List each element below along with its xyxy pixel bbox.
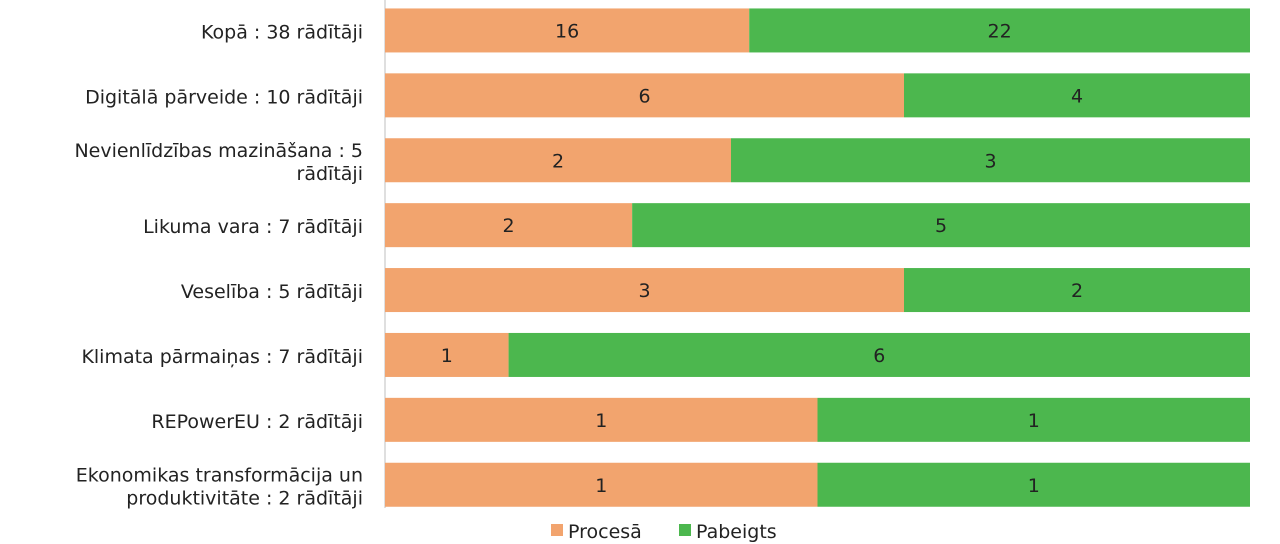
legend: Procesā Pabeigts — [551, 521, 777, 543]
bar-segment — [904, 268, 1250, 313]
data-label: 2 — [552, 150, 564, 172]
bar-segment — [385, 138, 731, 183]
category-label: Veselība : 5 rādītāji — [181, 281, 363, 303]
data-label: 16 — [555, 20, 579, 42]
bar-segment — [508, 332, 1250, 377]
category-label: Nevienlīdzības mazināšana : 5 rādītāji — [74, 140, 363, 185]
bar-segment — [385, 397, 818, 442]
data-label: 5 — [935, 215, 947, 237]
data-label: 1 — [595, 475, 607, 497]
category-labels-layer: Kopā : 38 rādītāji Digitālā pārveide : 10… — [74, 21, 363, 509]
bar-segment — [385, 268, 904, 313]
category-label: Kopā : 38 rādītāji — [201, 21, 363, 43]
data-label: 4 — [1071, 85, 1083, 107]
legend-swatch — [679, 524, 691, 536]
bar-segment — [385, 73, 904, 118]
data-label: 22 — [988, 20, 1012, 42]
bar-segment — [385, 203, 633, 248]
data-label: 1 — [441, 345, 453, 367]
data-label: 3 — [638, 280, 650, 302]
data-label: 1 — [1028, 475, 1040, 497]
bar-segment — [632, 203, 1250, 248]
data-label: 2 — [503, 215, 515, 237]
data-label: 2 — [1071, 280, 1083, 302]
category-label: Likuma vara : 7 rādītāji — [143, 216, 363, 238]
data-label: 1 — [1028, 410, 1040, 432]
data-label: 6 — [638, 85, 650, 107]
data-label: 3 — [984, 150, 996, 172]
bar-segment — [817, 397, 1250, 442]
bar-segment — [385, 462, 818, 507]
bar-segment — [749, 8, 1250, 53]
bars-layer: 16 226 42 32 53 21 61 11 1 — [385, 8, 1250, 507]
legend-label: Pabeigts — [696, 521, 777, 543]
data-label: 6 — [873, 345, 885, 367]
bar-segment — [731, 138, 1250, 183]
category-label: Digitālā pārveide : 10 rādītāji — [85, 86, 363, 108]
bar-segment — [904, 73, 1250, 118]
bar-segment — [385, 8, 750, 53]
data-label: 1 — [595, 410, 607, 432]
legend-swatch — [551, 524, 563, 536]
category-label: Ekonomikas transformācija un produktivitā… — [76, 464, 363, 509]
bar-segment — [817, 462, 1250, 507]
category-label: Klimata pārmaiņas : 7 rādītāji — [81, 346, 363, 368]
bar-segment — [385, 332, 509, 377]
category-label: REPowerEU : 2 rādītāji — [151, 411, 363, 433]
legend-label: Procesā — [568, 521, 642, 543]
